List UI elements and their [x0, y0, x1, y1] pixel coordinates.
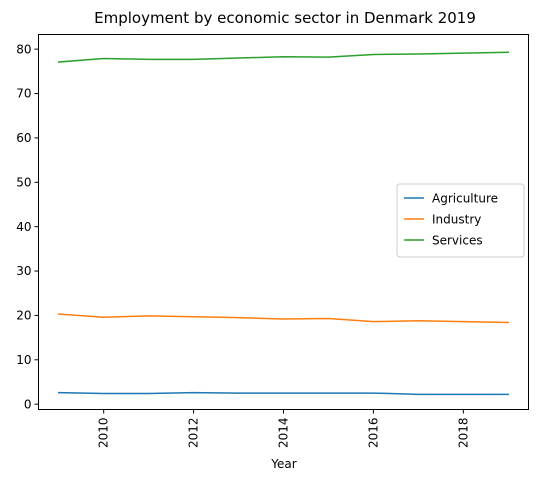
y-tick-label: 20	[16, 309, 31, 323]
chart-title: Employment by economic sector in Denmark…	[94, 9, 476, 27]
legend-label-agriculture: Agriculture	[432, 191, 498, 205]
y-tick-label: 40	[16, 220, 31, 234]
legend-label-industry: Industry	[432, 212, 481, 226]
legend: Agriculture Industry Services	[396, 183, 525, 258]
legend-label-services: Services	[432, 233, 483, 247]
x-tick-label: 2018	[456, 418, 470, 449]
x-tick-label: 2012	[187, 418, 201, 449]
plot-area	[57, 51, 510, 396]
x-axis-label: Year	[270, 457, 296, 471]
x-tick-label: 2010	[97, 418, 111, 449]
y-tick-label: 60	[16, 131, 31, 145]
series-line-services	[57, 51, 510, 63]
series-line-agriculture	[57, 391, 510, 396]
y-axis: 0 10 20 30 40 50 60 70 80	[16, 42, 39, 411]
y-tick-label: 10	[16, 353, 31, 367]
x-tick-label: 2016	[366, 418, 380, 449]
y-tick-label: 70	[16, 87, 31, 101]
y-tick-label: 30	[16, 264, 31, 278]
y-tick-label: 0	[24, 397, 32, 411]
legend-box	[396, 183, 525, 258]
x-axis: 2010 2012 2014 2016 2018	[97, 409, 470, 449]
y-tick-label: 80	[16, 42, 31, 56]
y-tick-label: 50	[16, 175, 31, 189]
series-line-industry	[57, 313, 510, 324]
x-tick-label: 2014	[277, 418, 291, 449]
